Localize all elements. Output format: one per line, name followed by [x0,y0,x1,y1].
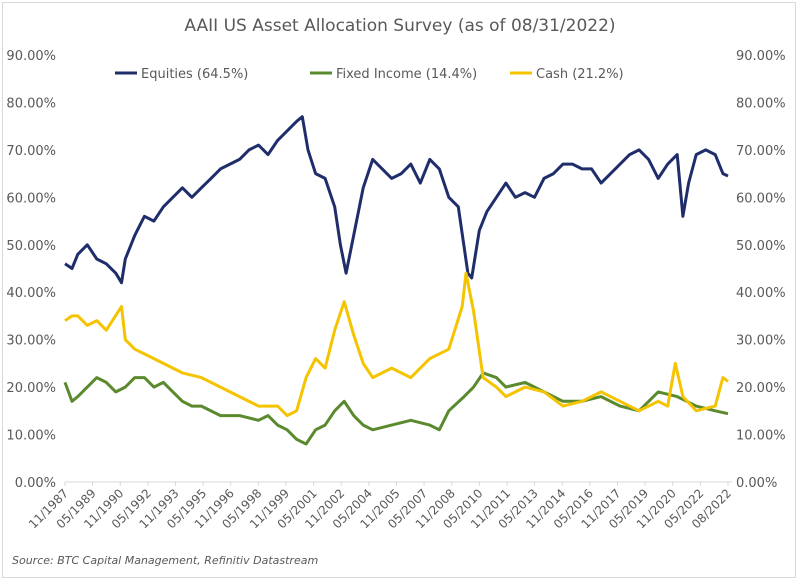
y-tick-label-left: 50.00% [6,239,56,254]
chart-title: AAII US Asset Allocation Survey (as of 0… [184,16,615,36]
legend-label: Cash (21.2%) [536,67,624,82]
legend-label: Fixed Income (14.4%) [336,67,477,82]
y-tick-label-right: 50.00% [736,239,786,254]
y-tick-label-right: 0.00% [736,476,777,491]
series-line-cash [64,271,729,418]
y-tick-label-right: 20.00% [736,381,786,396]
y-tick-label-right: 40.00% [736,286,786,301]
y-tick-label-right: 10.00% [736,429,786,444]
y-tick-label-left: 0.00% [15,476,56,491]
y-tick-label-left: 20.00% [6,381,56,396]
y-tick-label-left: 90.00% [6,49,56,64]
legend-label: Equities (64.5%) [141,67,248,82]
y-tick-label-right: 70.00% [736,144,786,159]
series-line-fixed-income [63,371,729,446]
y-tick-label-right: 60.00% [736,191,786,206]
y-tick-label-right: 80.00% [736,96,786,111]
source-note: Source: BTC Capital Management, Refiniti… [12,554,318,567]
y-tick-label-left: 80.00% [6,96,56,111]
y-tick-label-left: 30.00% [6,334,56,349]
y-tick-label-left: 60.00% [6,191,56,206]
y-tick-label-left: 40.00% [6,286,56,301]
y-tick-label-right: 90.00% [736,49,786,64]
y-tick-label-right: 30.00% [736,334,786,349]
series-line-equities [64,115,729,285]
y-tick-label-left: 10.00% [6,429,56,444]
y-tick-label-left: 70.00% [6,144,56,159]
